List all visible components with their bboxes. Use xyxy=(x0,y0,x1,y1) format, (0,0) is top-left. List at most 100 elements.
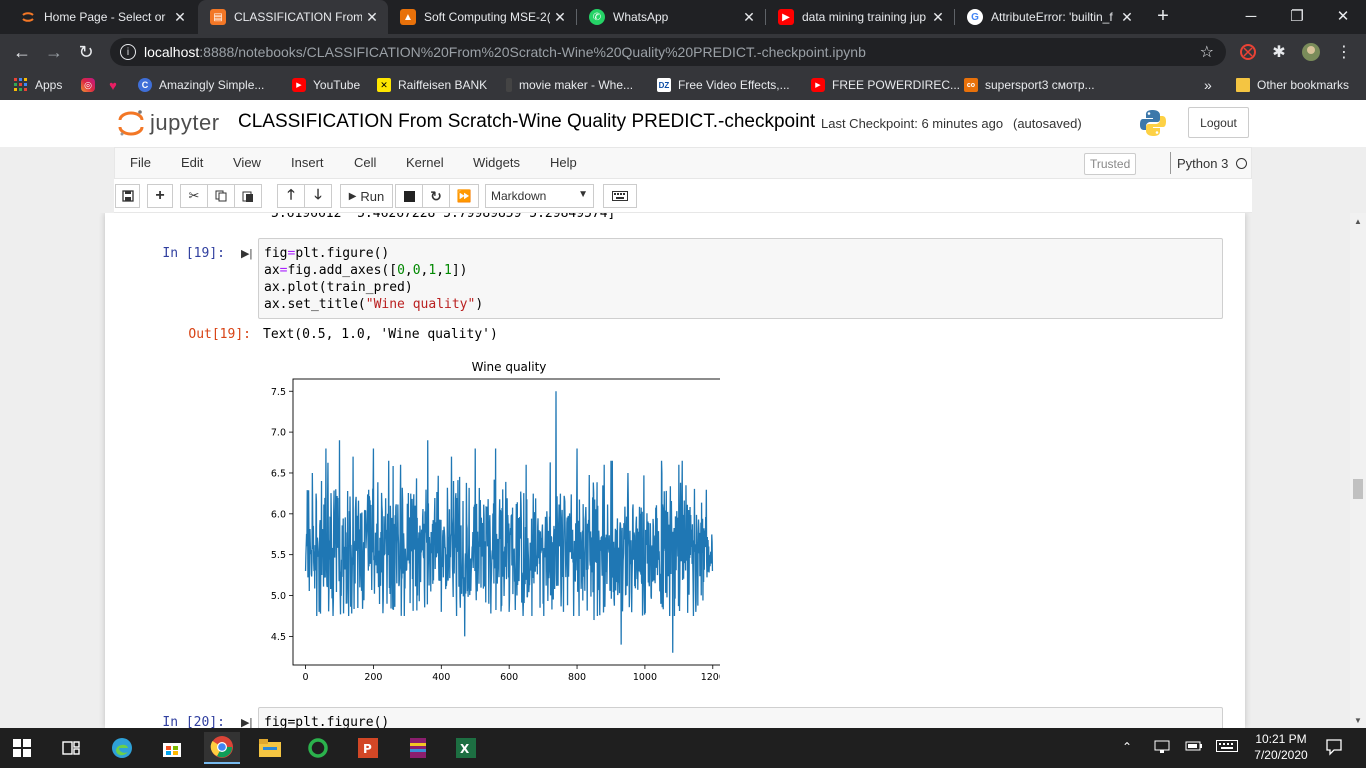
chrome-taskbar-icon[interactable] xyxy=(204,732,240,764)
bookmark-youtube[interactable]: ▶ YouTube xyxy=(292,76,360,94)
cell-type-select[interactable]: Markdown ▼ xyxy=(485,184,594,208)
window-close-icon[interactable]: ✕ xyxy=(1336,8,1350,25)
page-scrollbar[interactable]: ▲ ▼ xyxy=(1350,213,1366,728)
run-cell-icon[interactable]: ▶︎| xyxy=(241,248,253,260)
bookmark-movie-maker[interactable]: movie maker - Whe... xyxy=(506,76,633,94)
x-tick-label: 800 xyxy=(568,672,586,683)
other-bookmarks[interactable]: Other bookmarks xyxy=(1236,76,1349,94)
close-icon[interactable]: ✕ xyxy=(932,8,944,25)
back-arrow-icon[interactable]: ← xyxy=(13,41,31,62)
x-tick-label: 200 xyxy=(364,672,382,683)
restore-icon[interactable]: ❐ xyxy=(1290,8,1304,25)
jupyter-logo[interactable]: jupyter xyxy=(118,108,220,138)
input-prompt: In [19]: xyxy=(162,246,225,261)
bookmark-supersport[interactable]: co supersport3 смотр... xyxy=(964,76,1095,94)
site-info-icon[interactable]: i xyxy=(120,44,136,60)
logout-button[interactable]: Logout xyxy=(1188,107,1249,138)
menu-cell[interactable]: Cell xyxy=(354,155,377,170)
code-line: fig=plt.figure() xyxy=(264,246,390,261)
move-down-icon[interactable]: 🡓 xyxy=(304,184,332,208)
save-icon[interactable] xyxy=(115,184,140,208)
interrupt-kernel-icon[interactable] xyxy=(395,184,423,208)
excel-icon[interactable]: X xyxy=(450,732,482,764)
menu-widgets[interactable]: Widgets xyxy=(473,155,520,170)
close-icon[interactable]: ✕ xyxy=(366,8,378,25)
forward-arrow-icon[interactable]: → xyxy=(45,41,63,62)
network-icon[interactable] xyxy=(1154,740,1170,757)
menu-help[interactable]: Help xyxy=(550,155,577,170)
browser-tab-data-mining[interactable]: ▶ data mining training jup ✕ xyxy=(766,0,954,34)
scroll-up-icon[interactable]: ▲ xyxy=(1354,216,1362,226)
scrollbar-thumb[interactable] xyxy=(1353,479,1363,499)
taskbar-clock[interactable]: 10:21 PM 7/20/2020 xyxy=(1248,731,1314,763)
bookmark-star-icon[interactable]: ☆ xyxy=(1199,44,1214,61)
notebook-scroll-area[interactable]: 5.6196612 5.46267228 5.79989859 5.298495… xyxy=(0,213,1350,728)
command-palette-icon[interactable] xyxy=(603,184,637,208)
menu-edit[interactable]: Edit xyxy=(181,155,204,170)
bookmark-amazingly-simple[interactable]: C Amazingly Simple... xyxy=(138,76,264,94)
microsoft-store-icon[interactable] xyxy=(156,732,188,764)
edge-icon[interactable] xyxy=(106,732,138,764)
output-prompt: Out[19]: xyxy=(188,327,251,342)
run-cell-icon[interactable]: ▶︎| xyxy=(241,717,253,728)
extensions-puzzle-icon[interactable]: ✱ xyxy=(1272,44,1286,61)
address-bar[interactable]: i localhost :8888/notebooks/CLASSIFICATI… xyxy=(110,38,1226,66)
browser-tab-soft-computing[interactable]: ▲ Soft Computing MSE-2( ✕ xyxy=(388,0,576,34)
winrar-icon[interactable] xyxy=(402,732,434,764)
green-circle-app-icon[interactable] xyxy=(302,732,334,764)
bookmark-apps[interactable]: Apps xyxy=(14,76,62,94)
close-icon[interactable]: ✕ xyxy=(743,8,755,25)
insert-cell-icon[interactable]: + xyxy=(147,184,173,208)
bookmark-heart[interactable]: ♥ xyxy=(106,76,127,94)
copy-icon[interactable] xyxy=(207,184,235,208)
chrome-menu-icon[interactable]: ⋮ xyxy=(1336,44,1352,61)
windows-start-icon[interactable] xyxy=(6,732,38,764)
browser-tab-whatsapp[interactable]: ✆ WhatsApp ✕ xyxy=(577,0,765,34)
bookmark-powerdirector[interactable]: ▶ FREE POWERDIREC... xyxy=(811,76,960,94)
kernel-name: Python 3 xyxy=(1177,155,1229,171)
close-icon[interactable]: ✕ xyxy=(554,8,566,25)
y-tick-label: 6.5 xyxy=(271,468,286,479)
run-button[interactable]: ▶︎ Run xyxy=(340,184,393,208)
keyboard-icon[interactable] xyxy=(1216,740,1238,755)
new-tab-button[interactable]: + xyxy=(1157,4,1169,27)
restart-run-all-icon[interactable]: ⏩ xyxy=(449,184,479,208)
notebook-title[interactable]: CLASSIFICATION From Scratch-Wine Quality… xyxy=(238,111,816,132)
trusted-indicator[interactable]: Trusted xyxy=(1084,153,1137,175)
paste-icon[interactable] xyxy=(234,184,262,208)
menu-view[interactable]: View xyxy=(233,155,261,170)
code-cell-input[interactable]: fig=plt.figure() xyxy=(258,707,1223,728)
battery-icon[interactable] xyxy=(1185,740,1203,755)
chart-title: Wine quality xyxy=(472,360,547,374)
y-tick-label: 7.5 xyxy=(271,387,286,398)
tray-chevron-up-icon[interactable]: ⌃ xyxy=(1122,740,1133,754)
menu-kernel[interactable]: Kernel xyxy=(406,155,444,170)
cell-output-text: Text(0.5, 1.0, 'Wine quality') xyxy=(263,327,498,342)
reload-icon[interactable]: ↻ xyxy=(78,41,94,62)
move-up-icon[interactable]: 🡑 xyxy=(277,184,305,208)
scroll-down-icon[interactable]: ▼ xyxy=(1354,715,1362,725)
menu-file[interactable]: File xyxy=(130,155,151,170)
close-icon[interactable]: ✕ xyxy=(174,8,186,25)
cut-icon[interactable]: ✂ xyxy=(180,184,208,208)
close-icon[interactable]: ✕ xyxy=(1121,8,1133,25)
bookmarks-overflow-button[interactable]: » xyxy=(1204,77,1212,93)
instagram-icon: ◎ xyxy=(81,78,95,92)
browser-tab-attribute-error[interactable]: G AttributeError: 'builtin_f ✕ xyxy=(955,0,1143,34)
code-cell-input[interactable]: fig=plt.figure() ax=fig.add_axes([0,0,1,1… xyxy=(258,238,1223,319)
browser-tab-home[interactable]: Home Page - Select or ✕ xyxy=(8,0,196,34)
task-view-icon[interactable] xyxy=(55,732,87,764)
bookmark-raiffeisen[interactable]: ✕ Raiffeisen BANK xyxy=(377,76,487,94)
browser-tab-notebook[interactable]: ▤ CLASSIFICATION From S ✕ xyxy=(198,0,388,34)
file-explorer-icon[interactable] xyxy=(254,732,286,764)
profile-avatar-icon[interactable] xyxy=(1301,42,1321,62)
bookmark-free-video-effects[interactable]: DZ Free Video Effects,... xyxy=(657,78,790,92)
powerpoint-icon[interactable]: P xyxy=(352,732,384,764)
restart-kernel-icon[interactable]: ↻ xyxy=(422,184,450,208)
blocked-extension-icon[interactable] xyxy=(1238,42,1258,62)
action-center-icon[interactable] xyxy=(1325,738,1343,759)
bookmark-instagram[interactable]: ◎ xyxy=(81,76,102,94)
notebook-tab-icon: ▤ xyxy=(210,9,226,25)
minimize-icon[interactable]: ─ xyxy=(1245,7,1257,25)
menu-insert[interactable]: Insert xyxy=(291,155,324,170)
